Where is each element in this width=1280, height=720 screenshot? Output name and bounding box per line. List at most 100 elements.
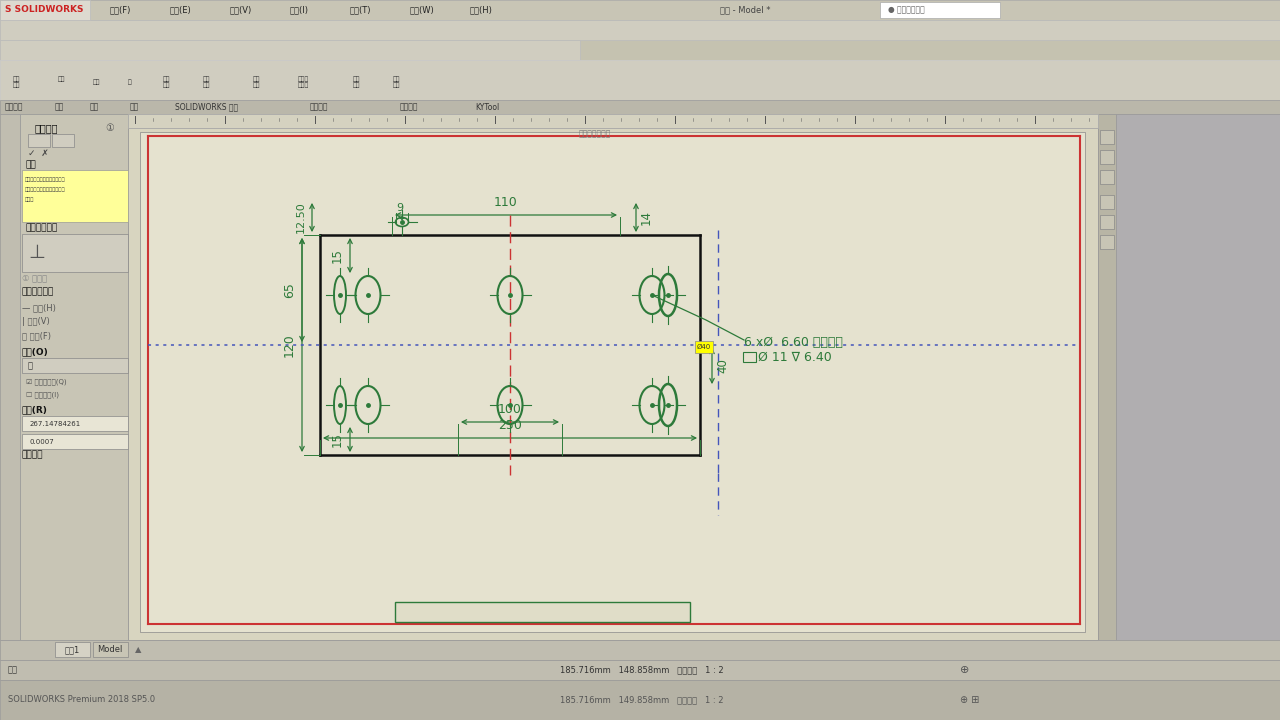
Text: ☑ 作为构造线(Q): ☑ 作为构造线(Q) — [26, 379, 67, 385]
Bar — [1100, 235, 1114, 249]
Bar — [0, 100, 1280, 114]
Text: 评估: 评估 — [131, 102, 140, 112]
Bar — [22, 416, 128, 431]
Bar — [881, 2, 1000, 18]
Text: ⊥: ⊥ — [28, 243, 45, 263]
Text: 选项(O): 选项(O) — [22, 348, 49, 356]
Bar — [140, 132, 1085, 632]
Bar — [22, 358, 128, 373]
Bar — [742, 352, 756, 362]
Bar — [22, 234, 128, 272]
Text: 镜向
实体: 镜向 实体 — [163, 76, 170, 88]
Text: 大工程师: 大工程师 — [399, 102, 419, 112]
Text: 矩形: 矩形 — [93, 79, 101, 85]
Bar — [1100, 130, 1114, 144]
Text: Ø40: Ø40 — [698, 344, 712, 350]
Text: S SOLIDWORKS: S SOLIDWORKS — [5, 6, 83, 14]
Bar — [20, 114, 128, 640]
Text: 12.50: 12.50 — [296, 202, 306, 233]
Text: — 水平(H): — 水平(H) — [22, 304, 56, 312]
Text: 圆: 圆 — [128, 79, 132, 85]
Text: 窗口(W): 窗口(W) — [410, 6, 435, 14]
Text: 文件(F): 文件(F) — [110, 6, 132, 14]
Text: Ø 11 ∇ 6.40: Ø 11 ∇ 6.40 — [758, 351, 832, 364]
Bar — [128, 114, 1098, 128]
Text: ① 次定义: ① 次定义 — [22, 274, 47, 282]
Text: 15: 15 — [332, 248, 344, 263]
Text: ①: ① — [105, 123, 114, 133]
Text: 工具(T): 工具(T) — [349, 6, 371, 14]
Bar — [22, 170, 128, 222]
Text: 帮助(H): 帮助(H) — [470, 6, 493, 14]
Text: | 竖直(V): | 竖直(V) — [22, 318, 50, 326]
Bar — [0, 40, 580, 60]
Text: 完成。: 完成。 — [26, 197, 35, 202]
Text: 185.716mm   149.858mm   图纸平面   1 : 2: 185.716mm 149.858mm 图纸平面 1 : 2 — [561, 696, 723, 704]
Bar — [55, 642, 90, 657]
Bar — [1116, 114, 1280, 640]
Text: ▲: ▲ — [134, 646, 142, 654]
Text: 无: 无 — [28, 361, 33, 371]
Text: 185.716mm   148.858mm   图纸平面   1 : 2: 185.716mm 148.858mm 图纸平面 1 : 2 — [561, 665, 723, 675]
Text: 线条属性: 线条属性 — [35, 123, 59, 133]
Bar — [0, 0, 1280, 20]
Bar — [1100, 195, 1114, 209]
Bar — [93, 642, 128, 657]
Text: 几何
关系: 几何 关系 — [353, 76, 361, 88]
Text: 40: 40 — [716, 359, 730, 374]
Text: 100: 100 — [498, 403, 522, 416]
Text: SOLIDWORKS Premium 2018 SP5.0: SOLIDWORKS Premium 2018 SP5.0 — [8, 696, 155, 704]
Text: 编辑(E): 编辑(E) — [170, 6, 192, 14]
Text: 额外参数: 额外参数 — [22, 451, 44, 459]
Bar — [52, 134, 74, 147]
Text: 视图(V): 视图(V) — [230, 6, 252, 14]
Text: 图纸1: 图纸1 — [64, 646, 79, 654]
Text: 继续为下一条线条更改设置。: 继续为下一条线条更改设置。 — [26, 187, 65, 192]
Text: 参数(R): 参数(R) — [22, 405, 47, 415]
Text: ● 搜索社区论坛: ● 搜索社区论坛 — [888, 6, 924, 14]
Text: KYTool: KYTool — [475, 102, 499, 112]
Text: 智能
尺寸: 智能 尺寸 — [13, 76, 20, 88]
Text: 尺寸: 尺寸 — [8, 665, 18, 675]
Bar — [695, 341, 713, 353]
Text: ⊕ ⊞: ⊕ ⊞ — [960, 695, 979, 705]
Bar — [128, 128, 1098, 640]
Bar — [28, 134, 50, 147]
Text: 110: 110 — [494, 196, 518, 209]
Bar — [1100, 215, 1114, 229]
Bar — [0, 114, 20, 640]
Text: 等距
实体: 等距 实体 — [204, 76, 210, 88]
Bar — [0, 680, 1280, 720]
Text: 9: 9 — [397, 203, 403, 213]
Text: 草图: 草图 — [90, 102, 100, 112]
Text: 信息: 信息 — [26, 161, 36, 169]
Text: ☐ 无限长度(I): ☐ 无限长度(I) — [26, 392, 59, 398]
Text: 线性草
图阵列: 线性草 图阵列 — [298, 76, 310, 88]
Text: 14: 14 — [640, 210, 653, 225]
Bar — [1098, 114, 1116, 640]
Text: 250: 250 — [498, 419, 522, 432]
Text: 图纸格式: 图纸格式 — [310, 102, 329, 112]
Text: SOLIDWORKS 插件: SOLIDWORKS 插件 — [175, 102, 238, 112]
Text: ⌒ 固定(F): ⌒ 固定(F) — [22, 331, 51, 341]
Text: 0.0007: 0.0007 — [29, 439, 55, 445]
Text: 插入(I): 插入(I) — [291, 6, 308, 14]
Text: 剪裁
实体: 剪裁 实体 — [253, 76, 261, 88]
Text: 泡版 - Model *: 泡版 - Model * — [719, 6, 771, 14]
Text: 6 xØ  6.60 完全贯穿: 6 xØ 6.60 完全贯穿 — [744, 336, 842, 348]
Bar — [22, 434, 128, 449]
Bar — [1100, 150, 1114, 164]
Bar — [1100, 170, 1114, 184]
Bar — [0, 60, 1280, 100]
Text: ⊕: ⊕ — [960, 665, 969, 675]
Text: 注释: 注释 — [55, 102, 64, 112]
Text: 添加几何关系: 添加几何关系 — [22, 287, 54, 297]
Text: 267.14784261: 267.14784261 — [29, 421, 81, 427]
Bar — [396, 602, 690, 622]
Text: 线条: 线条 — [58, 76, 65, 88]
Text: 120: 120 — [283, 333, 296, 357]
Bar — [0, 640, 1280, 660]
Text: Model: Model — [97, 646, 123, 654]
Bar — [0, 0, 90, 20]
Text: 草图编辑工具栏: 草图编辑工具栏 — [579, 130, 611, 138]
